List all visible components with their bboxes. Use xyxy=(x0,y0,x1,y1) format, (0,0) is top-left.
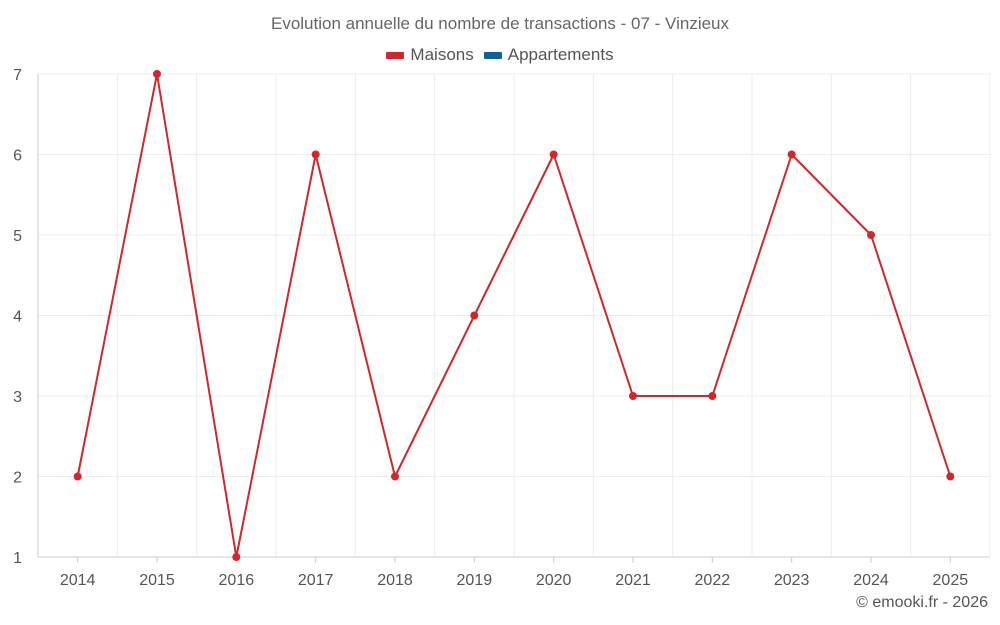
y-tick-label: 6 xyxy=(13,148,22,165)
chart-legend: Maisons Appartements xyxy=(0,45,1000,65)
x-tick-label: 2020 xyxy=(536,572,572,589)
data-point xyxy=(73,472,82,481)
legend-swatch-maisons xyxy=(386,51,405,59)
y-tick-label: 2 xyxy=(13,470,22,487)
x-tick-label: 2024 xyxy=(853,572,889,589)
x-tick-label: 2022 xyxy=(695,572,731,589)
x-tick-label: 2014 xyxy=(60,572,96,589)
data-point xyxy=(549,150,558,159)
data-point xyxy=(153,70,161,78)
data-point xyxy=(867,231,875,239)
legend-item-appartements[interactable]: Appartements xyxy=(483,45,614,65)
legend-label-maisons: Maisons xyxy=(410,45,474,64)
data-point xyxy=(946,472,955,481)
x-tick-label: 2015 xyxy=(139,572,175,589)
x-tick-label: 2021 xyxy=(615,572,651,589)
x-tick-label: 2018 xyxy=(377,572,413,589)
x-tick-label: 2016 xyxy=(219,572,255,589)
legend-item-maisons[interactable]: Maisons xyxy=(386,45,474,65)
data-point xyxy=(708,392,717,400)
data-point xyxy=(232,553,241,561)
y-tick-label: 4 xyxy=(13,309,22,326)
x-tick-label: 2025 xyxy=(933,572,969,589)
y-tick-label: 1 xyxy=(13,550,22,567)
data-point xyxy=(629,392,637,400)
credit-text: © emooki.fr - 2026 xyxy=(856,594,988,611)
data-point xyxy=(391,472,399,481)
chart-title: Evolution annuelle du nombre de transact… xyxy=(270,14,730,33)
y-tick-label: 3 xyxy=(13,389,22,406)
legend-swatch-appartements xyxy=(483,51,502,59)
data-point xyxy=(311,150,320,159)
y-tick-label: 7 xyxy=(13,67,22,84)
series-line-maisons xyxy=(76,73,952,558)
x-tick-label: 2023 xyxy=(774,572,810,589)
y-tick-label: 5 xyxy=(13,228,22,245)
data-point xyxy=(787,150,796,159)
x-tick-label: 2019 xyxy=(457,572,493,589)
legend-label-appartements: Appartements xyxy=(507,45,614,64)
x-tick-label: 2017 xyxy=(298,572,334,589)
data-point xyxy=(470,311,479,320)
